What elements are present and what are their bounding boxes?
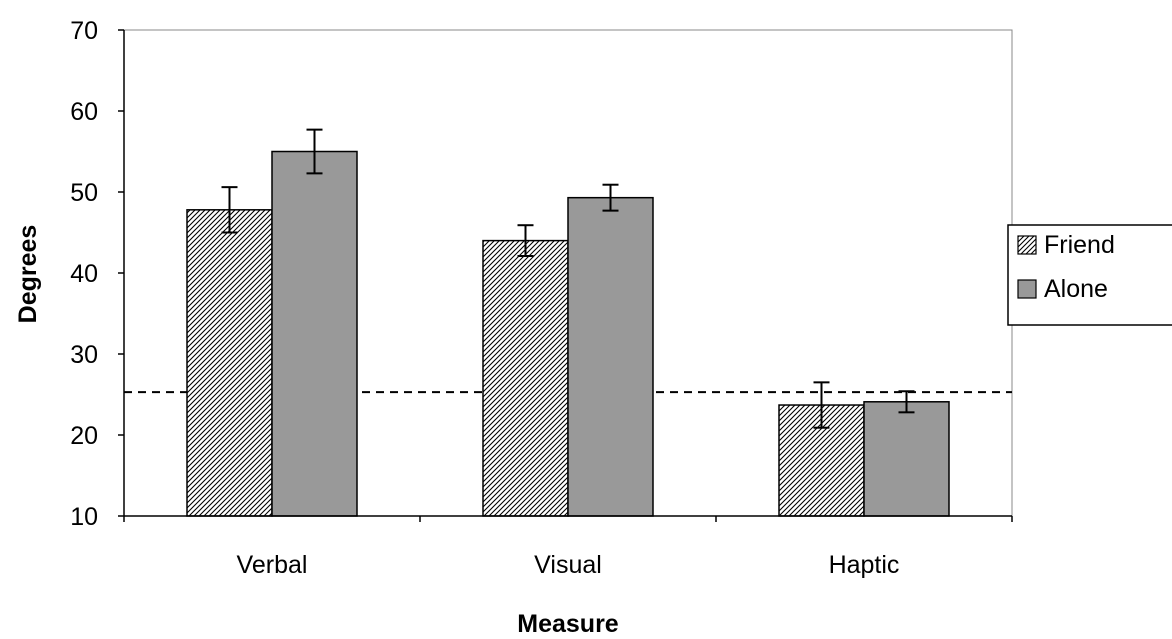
bars-layer [186, 150, 950, 517]
x-axis-title: Measure [517, 610, 619, 638]
x-tick-label: Visual [534, 551, 602, 579]
error-bar [813, 381, 830, 429]
y-tick-label: 50 [70, 179, 98, 207]
y-tick-label: 60 [70, 98, 98, 126]
x-tick-label: Verbal [237, 551, 308, 579]
legend-swatch-alone [1017, 279, 1037, 299]
error-bar [221, 186, 238, 234]
legend-swatch-friend [1017, 235, 1037, 255]
y-axis-title: Degrees [14, 225, 42, 324]
bar-friend [482, 239, 569, 517]
legend: Friend Alone [1007, 224, 1172, 326]
axes-layer [118, 29, 1013, 522]
x-tick-label: Haptic [829, 551, 900, 579]
bar-alone [567, 196, 654, 517]
bar-alone [863, 401, 950, 517]
error-bars-layer [221, 128, 915, 429]
x-tick-labels: Verbal Visual Haptic [237, 551, 900, 579]
y-tick-label: 10 [70, 503, 98, 531]
y-tick-label: 30 [70, 341, 98, 369]
error-bar [898, 390, 915, 414]
y-tick-label: 20 [70, 422, 98, 450]
legend-label-alone: Alone [1044, 275, 1108, 303]
y-tick-labels: 10 20 30 40 50 60 70 [70, 17, 98, 531]
error-bar [517, 224, 534, 257]
error-bar [602, 183, 619, 212]
bar-friend [186, 209, 273, 517]
bar-alone [271, 150, 358, 517]
error-bar [306, 128, 323, 175]
y-tick-label: 40 [70, 260, 98, 288]
legend-label-friend: Friend [1044, 231, 1115, 259]
y-tick-label: 70 [70, 17, 98, 45]
